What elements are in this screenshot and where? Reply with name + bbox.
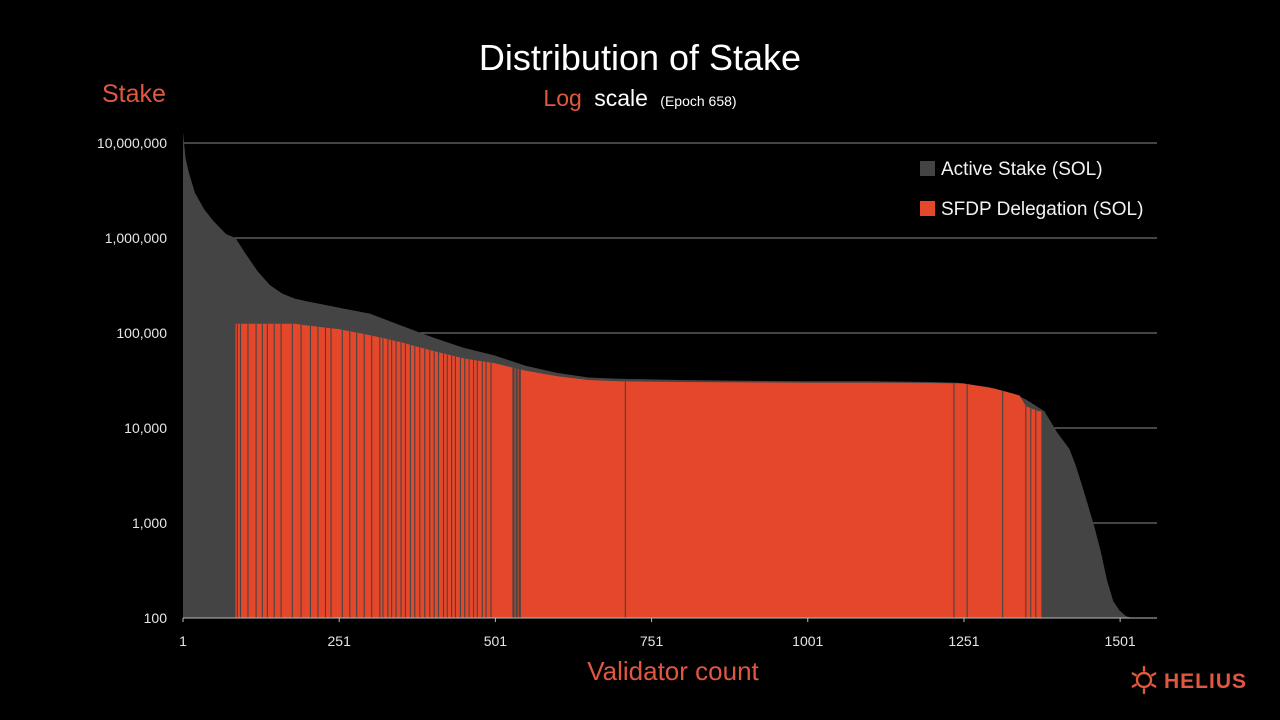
x-tick-4: 1001 [792,633,823,649]
sfdp-delegation-series [235,323,1042,618]
legend-label-active-stake: Active Stake (SOL) [941,159,1103,180]
sfdp-delegation-area [235,323,1042,618]
legend-swatch-sfdp [920,201,935,216]
x-tick-1: 251 [328,633,352,649]
y-tick-4: 1,000,000 [105,230,167,246]
legend-swatch-active-stake [920,161,935,176]
x-tick-labels: 1 251 501 751 1001 1251 1501 [179,618,1136,649]
y-tick-0: 100 [144,610,168,626]
legend-label-sfdp: SFDP Delegation (SOL) [941,199,1143,220]
y-tick-5: 10,000,000 [97,135,167,151]
x-tick-0: 1 [179,633,187,649]
subtitle-scale: scale [594,85,648,111]
subtitle-log: Log [543,85,581,111]
x-tick-6: 1501 [1105,633,1136,649]
x-tick-3: 751 [640,633,664,649]
x-tick-2: 501 [484,633,508,649]
helius-wordmark: HELIUS [1164,670,1247,693]
y-axis-label: Stake [102,80,166,108]
helius-logo-icon [1131,665,1157,695]
legend: Active Stake (SOL) SFDP Delegation (SOL) [920,159,1143,220]
sfdp-gap-lines [236,323,1037,618]
y-tick-1: 1,000 [132,515,167,531]
subtitle-epoch: (Epoch 658) [660,93,736,109]
y-tick-labels: 100 1,000 10,000 100,000 1,000,000 10,000,000 [97,135,167,626]
x-axis-label: Validator count [587,656,759,686]
x-tick-5: 1251 [948,633,979,649]
y-tick-2: 10,000 [124,420,167,436]
helius-brand: HELIUS [1131,665,1247,695]
y-tick-3: 100,000 [116,325,167,341]
chart-subtitle: Log scale (Epoch 658) [543,85,736,111]
chart-title: Distribution of Stake [479,37,801,78]
